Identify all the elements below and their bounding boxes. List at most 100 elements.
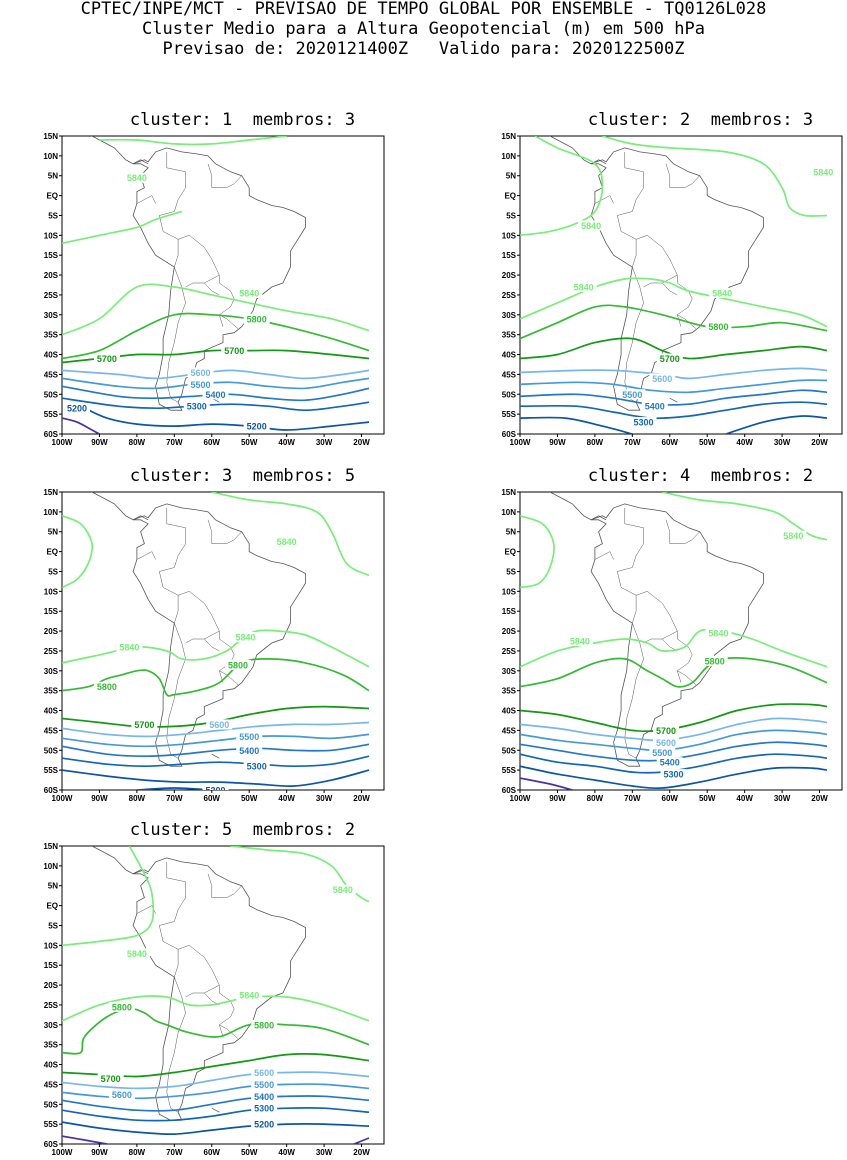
coastline-central-america [90,492,149,521]
contour-label-bg [243,421,270,432]
lat-tick-label: 30S [44,311,59,320]
lon-tick-label: 60W [204,794,221,803]
lon-tick-label: 30W [316,794,333,803]
falkland-islands [211,1107,220,1113]
contour-label-bg [187,367,214,378]
contour-label: 5840 [239,991,259,1001]
lat-tick-label: 5S [48,921,58,930]
lat-tick-label: 35S [502,687,517,696]
lon-tick-label: 70W [624,438,641,447]
contour-label: 5840 [712,288,732,298]
contour-label: 5840 [333,885,353,895]
panel-cluster-1: cluster: 1 membros: 3 5840 5840 5800 5700 57… [20,110,385,450]
country-border [636,235,693,327]
lon-tick-label: 80W [129,1148,146,1157]
contour-5840 [520,136,604,237]
contour-5200 [520,765,828,790]
contour-5800 [62,312,370,360]
contour-5300 [520,401,828,420]
contour-label-bg [236,731,263,742]
country-border [136,905,156,914]
panel-title: cluster: 5 membros: 2 [129,820,356,840]
subtitle-dates: Previsao de: 2020121400Z Valido para: 20… [162,39,685,59]
falkland-islands [211,753,220,759]
country-border [166,267,186,403]
lat-tick-label: 50S [44,390,59,399]
lat-tick-label: 25S [44,1001,59,1010]
contour-label-bg [251,1103,278,1114]
lat-tick-label: 20S [44,981,59,990]
lat-tick-label: 30S [44,667,59,676]
contour-5400 [62,743,370,758]
lon-tick-label: 20W [353,794,370,803]
contour-label: 5400 [239,746,259,756]
lon-tick-label: 50W [241,794,258,803]
lon-tick-label: 60W [662,438,679,447]
lat-tick-label: 15S [44,607,59,616]
map-cluster-3: 5840 5840 5840 5800 5800 5700 5600 5500 5400 5300… [43,488,385,803]
contour-5400 [520,389,828,406]
panel-title: cluster: 3 membros: 5 [129,466,356,486]
contour-5800 [62,1007,370,1055]
contour-5300 [62,397,370,412]
lon-tick-label: 90W [549,794,566,803]
contour-label-bg [93,681,120,692]
lat-tick-label: 10S [44,941,59,950]
lat-tick-label: 20S [502,271,517,280]
contour-label-bg [108,1089,135,1100]
country-border [166,151,186,188]
lat-tick-label: 35S [44,331,59,340]
country-border [617,543,644,624]
lat-tick-label: 45S [44,726,59,735]
contour-label: 5200 [247,422,267,432]
lat-tick-label: 35S [502,331,517,340]
contour-label: 5840 [570,637,590,647]
lat-tick-label: 50S [44,1100,59,1109]
contour-label: 5600 [652,374,672,384]
country-border [185,274,220,288]
lon-tick-label: 30W [316,438,333,447]
contour-label: 5840 [239,288,259,298]
country-border [665,163,700,188]
lat-tick-label: 60S [44,1140,59,1149]
contour-label-bg [656,353,683,364]
lat-tick-label: 35S [44,1041,59,1050]
lat-tick-label: 20S [44,271,59,280]
contour-label: 5800 [112,1002,132,1012]
contour-label: 5400 [645,402,665,412]
contour-5300 [62,755,370,768]
country-border [624,151,644,188]
contour-label-bg [187,379,214,390]
contour-5840b [211,492,370,577]
contour-5840 [520,514,555,589]
lon-tick-label: 20W [353,1148,370,1157]
contour-5100 [520,777,573,790]
contour-label: 5800 [228,660,248,670]
country-border [677,314,697,329]
country-border [159,543,186,624]
country-border [207,519,242,544]
contour-5400 [62,1095,370,1112]
contour-label-bg [116,641,143,652]
lat-tick-label: 10S [502,587,517,596]
lon-tick-label: 40W [278,794,295,803]
country-border [677,670,697,685]
contour-label: 5200 [205,786,225,796]
lon-tick-label: 80W [587,438,604,447]
country-border [159,897,186,978]
coastline-south-america [132,857,306,1121]
panel-cluster-5: cluster: 5 membros: 2 5840 5840 5840 5800 58… [20,820,385,1160]
contour-5800 [520,657,828,688]
contour-label: 5300 [254,1104,274,1114]
lat-tick-label: 15S [44,961,59,970]
contour-label-bg [630,417,657,428]
contour-label-bg [653,725,680,736]
contour-label-bg [701,655,728,666]
contour-label-bg [660,769,687,780]
lon-tick-label: 90W [549,438,566,447]
country-border [178,945,235,1037]
panel-title: cluster: 4 membros: 2 [587,466,814,486]
lat-tick-label: 55S [502,410,517,419]
contour-label-bg [705,628,732,639]
